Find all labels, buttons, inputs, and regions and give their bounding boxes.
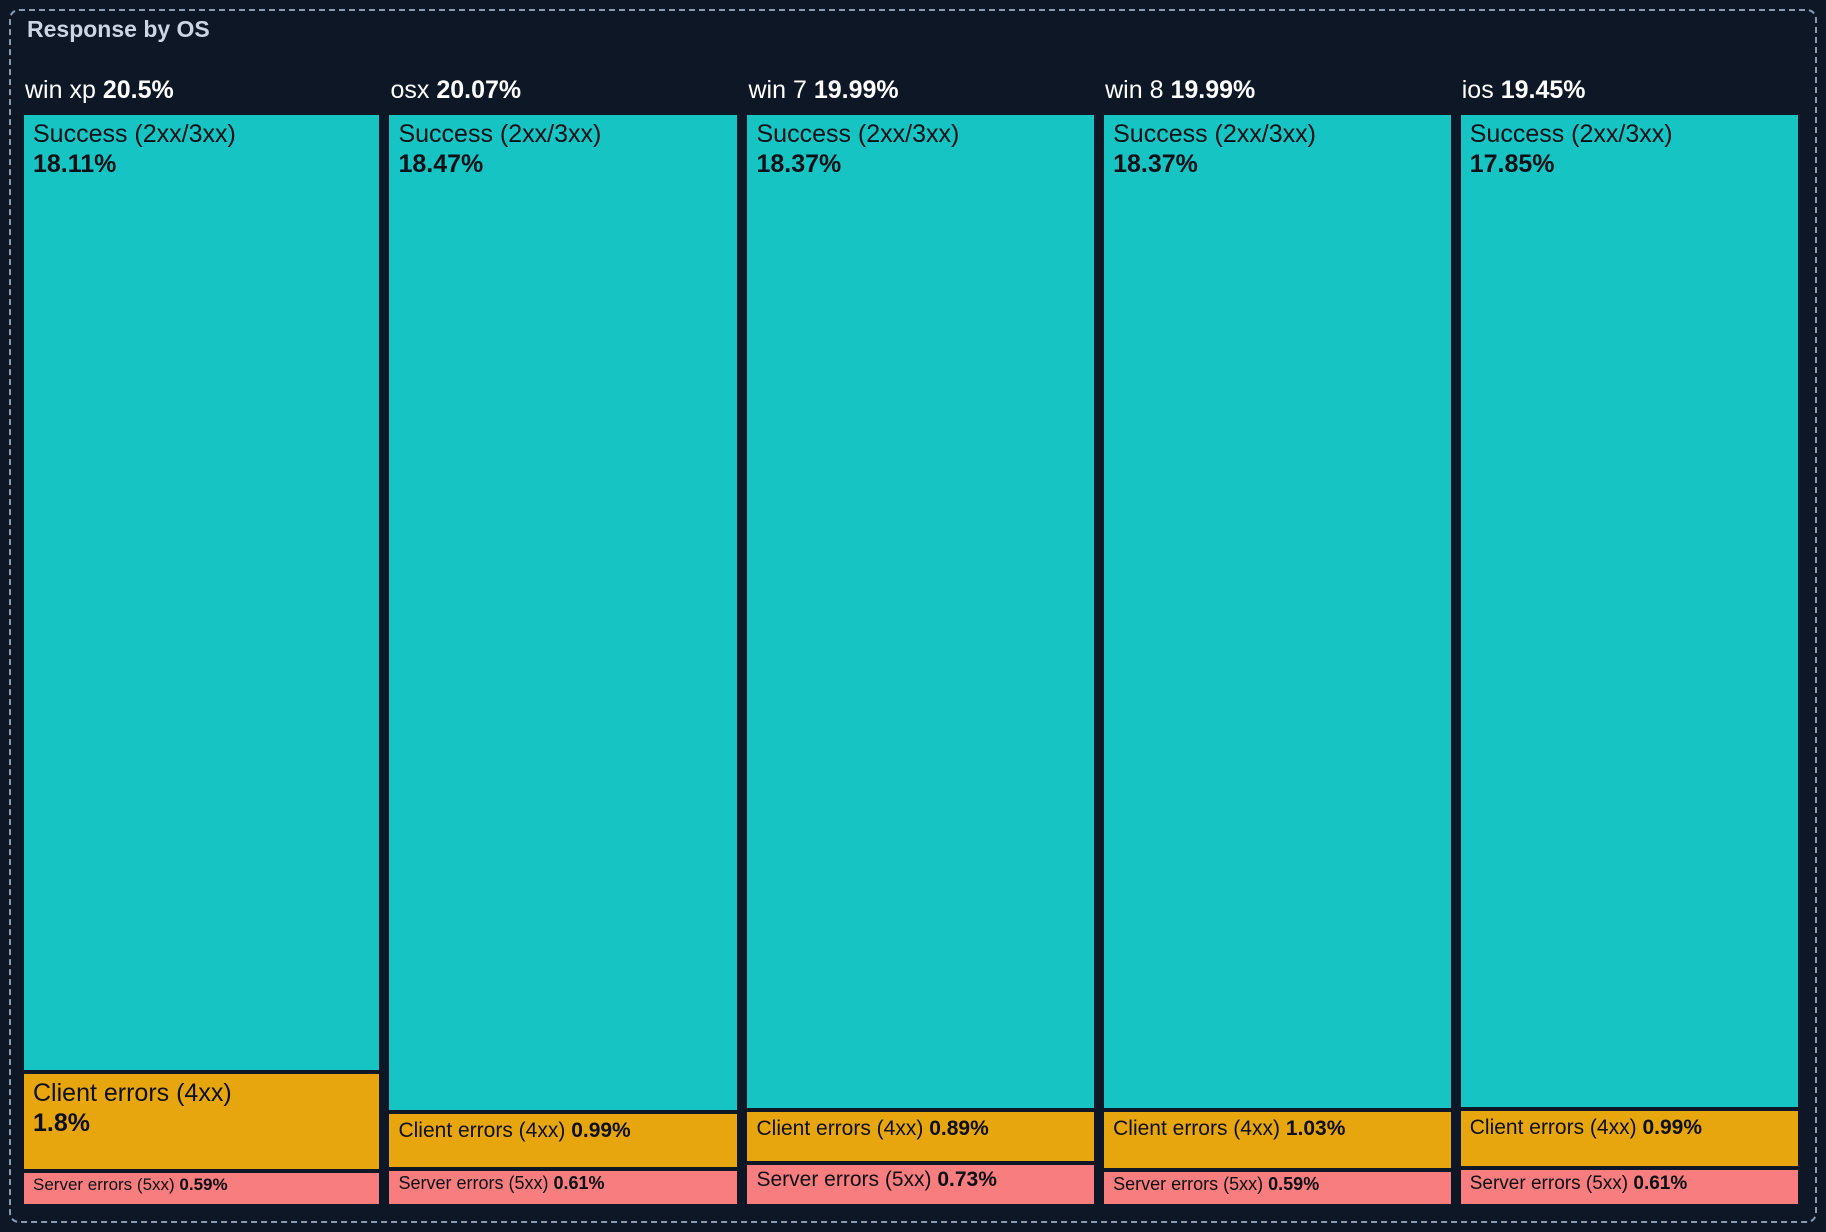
segment-percent: 1.03%: [1285, 1117, 1346, 1141]
segment-percent: 18.37%: [1113, 150, 1198, 179]
segment-percent: 0.99%: [571, 1118, 631, 1142]
segment-server-errors-win-8[interactable]: Server errors (5xx) 0.59%: [1104, 1172, 1451, 1204]
segment-percent: 0.61%: [553, 1173, 605, 1194]
segment-name: Server errors (5xx): [33, 1174, 175, 1194]
column-header-osx[interactable]: osx 20.07%: [389, 78, 737, 115]
segment-label: Success (2xx/3xx) 18.37%: [1104, 115, 1451, 184]
segment-label: Server errors (5xx) 0.59%: [1104, 1172, 1451, 1198]
segment-label: Server errors (5xx) 0.61%: [389, 1171, 737, 1197]
segment-name: Success (2xx/3xx): [33, 119, 236, 148]
column-segments: Success (2xx/3xx) 18.11% Client errors (4x…: [24, 114, 380, 1204]
column-total-percent: 19.45%: [1500, 77, 1586, 104]
column-segments: Success (2xx/3xx) 18.47% Client errors (4x…: [389, 114, 738, 1205]
treemap-column-ios: ios 19.45% Success (2xx/3xx) 17.85% Client e…: [1460, 78, 1798, 1205]
column-os-label: win 7: [748, 77, 807, 104]
treemap: win xp 20.5% Success (2xx/3xx) 18.11% Client…: [24, 78, 1798, 1205]
segment-label: Success (2xx/3xx) 18.11%: [24, 115, 379, 184]
column-os-label: win xp: [25, 77, 96, 104]
segment-percent: 0.59%: [179, 1174, 228, 1194]
column-header-win-xp[interactable]: win xp 20.5%: [24, 78, 379, 115]
segment-percent: 0.61%: [1633, 1173, 1688, 1195]
column-total-percent: 19.99%: [1170, 77, 1256, 104]
column-total-percent: 20.07%: [436, 77, 522, 104]
segment-percent: 0.59%: [1268, 1174, 1320, 1195]
segment-label: Success (2xx/3xx) 18.47%: [389, 115, 737, 184]
segment-name: Server errors (5xx): [1469, 1173, 1629, 1195]
treemap-column-win-8: win 8 19.99% Success (2xx/3xx) 18.37% Client…: [1104, 78, 1451, 1204]
segment-label: Client errors (4xx) 0.89%: [747, 1112, 1094, 1146]
segment-name: Success (2xx/3xx): [1469, 119, 1673, 148]
column-segments: Success (2xx/3xx) 18.37% Client errors (4x…: [1104, 114, 1451, 1204]
segment-name: Client errors (4xx): [33, 1078, 232, 1107]
column-os-label: ios: [1461, 77, 1494, 104]
segment-percent: 0.73%: [937, 1167, 997, 1191]
treemap-column-osx: osx 20.07% Success (2xx/3xx) 18.47% Client e…: [389, 78, 738, 1205]
segment-label: Server errors (5xx) 0.73%: [747, 1165, 1094, 1195]
segment-server-errors-ios[interactable]: Server errors (5xx) 0.61%: [1460, 1170, 1798, 1205]
segment-name: Client errors (4xx): [1469, 1116, 1637, 1140]
segment-label: Client errors (4xx) 0.99%: [1461, 1111, 1798, 1145]
segment-name: Success (2xx/3xx): [1113, 119, 1316, 148]
segment-label: Client errors (4xx) 1.8%: [24, 1074, 379, 1143]
column-segments: Success (2xx/3xx) 17.85% Client errors (4x…: [1460, 114, 1798, 1205]
segment-label: Client errors (4xx) 0.99%: [389, 1114, 737, 1148]
segment-server-errors-osx[interactable]: Server errors (5xx) 0.61%: [389, 1171, 738, 1205]
segment-label: Success (2xx/3xx) 18.37%: [747, 115, 1094, 184]
treemap-column-win-7: win 7 19.99% Success (2xx/3xx) 18.37% Client…: [747, 78, 1095, 1204]
column-segments: Success (2xx/3xx) 18.37% Client errors (4x…: [747, 114, 1095, 1204]
segment-success-ios[interactable]: Success (2xx/3xx) 17.85%: [1460, 114, 1798, 1108]
segment-label: Success (2xx/3xx) 17.85%: [1461, 115, 1798, 184]
segment-percent: 18.47%: [398, 150, 484, 179]
segment-name: Server errors (5xx): [756, 1167, 932, 1191]
segment-name: Client errors (4xx): [756, 1117, 924, 1141]
segment-label: Client errors (4xx) 1.03%: [1104, 1112, 1451, 1146]
segment-client-errors-osx[interactable]: Client errors (4xx) 0.99%: [389, 1113, 738, 1168]
segment-client-errors-ios[interactable]: Client errors (4xx) 0.99%: [1460, 1111, 1798, 1167]
panel-title: Response by OS: [27, 16, 210, 42]
segment-percent: 0.89%: [929, 1117, 989, 1141]
column-os-label: osx: [390, 77, 430, 104]
column-header-win-8[interactable]: win 8 19.99%: [1104, 78, 1451, 115]
column-os-label: win 8: [1105, 77, 1164, 104]
segment-success-osx[interactable]: Success (2xx/3xx) 18.47%: [389, 114, 738, 1110]
segment-client-errors-win-xp[interactable]: Client errors (4xx) 1.8%: [24, 1073, 380, 1169]
segment-percent: 0.99%: [1642, 1116, 1702, 1140]
segment-name: Client errors (4xx): [1113, 1117, 1280, 1141]
column-header-ios[interactable]: ios 19.45%: [1461, 78, 1798, 115]
segment-success-win-xp[interactable]: Success (2xx/3xx) 18.11%: [24, 114, 380, 1070]
segment-server-errors-win-7[interactable]: Server errors (5xx) 0.73%: [747, 1164, 1095, 1204]
column-total-percent: 19.99%: [813, 77, 899, 104]
segment-percent: 18.11%: [33, 150, 117, 179]
column-header-win-7[interactable]: win 7 19.99%: [747, 78, 1094, 115]
response-by-os-panel: Response by OS win xp 20.5% Success (2xx/3…: [9, 9, 1817, 1223]
segment-name: Server errors (5xx): [398, 1173, 549, 1194]
segment-percent: 18.37%: [756, 150, 842, 179]
segment-client-errors-win-7[interactable]: Client errors (4xx) 0.89%: [747, 1112, 1095, 1161]
segment-label: Server errors (5xx) 0.59%: [24, 1173, 379, 1198]
segment-success-win-7[interactable]: Success (2xx/3xx) 18.37%: [747, 114, 1095, 1109]
segment-label: Server errors (5xx) 0.61%: [1461, 1170, 1798, 1197]
segment-success-win-8[interactable]: Success (2xx/3xx) 18.37%: [1104, 114, 1451, 1109]
segment-name: Server errors (5xx): [1113, 1174, 1264, 1195]
treemap-column-win-xp: win xp 20.5% Success (2xx/3xx) 18.11% Client…: [24, 78, 380, 1204]
segment-name: Success (2xx/3xx): [398, 119, 602, 148]
segment-name: Success (2xx/3xx): [756, 119, 960, 148]
segment-percent: 1.8%: [33, 1109, 90, 1138]
column-total-percent: 20.5%: [102, 77, 174, 104]
segment-percent: 17.85%: [1469, 150, 1555, 179]
segment-client-errors-win-8[interactable]: Client errors (4xx) 1.03%: [1104, 1112, 1451, 1169]
segment-server-errors-win-xp[interactable]: Server errors (5xx) 0.59%: [24, 1172, 380, 1204]
segment-name: Client errors (4xx): [398, 1118, 566, 1142]
